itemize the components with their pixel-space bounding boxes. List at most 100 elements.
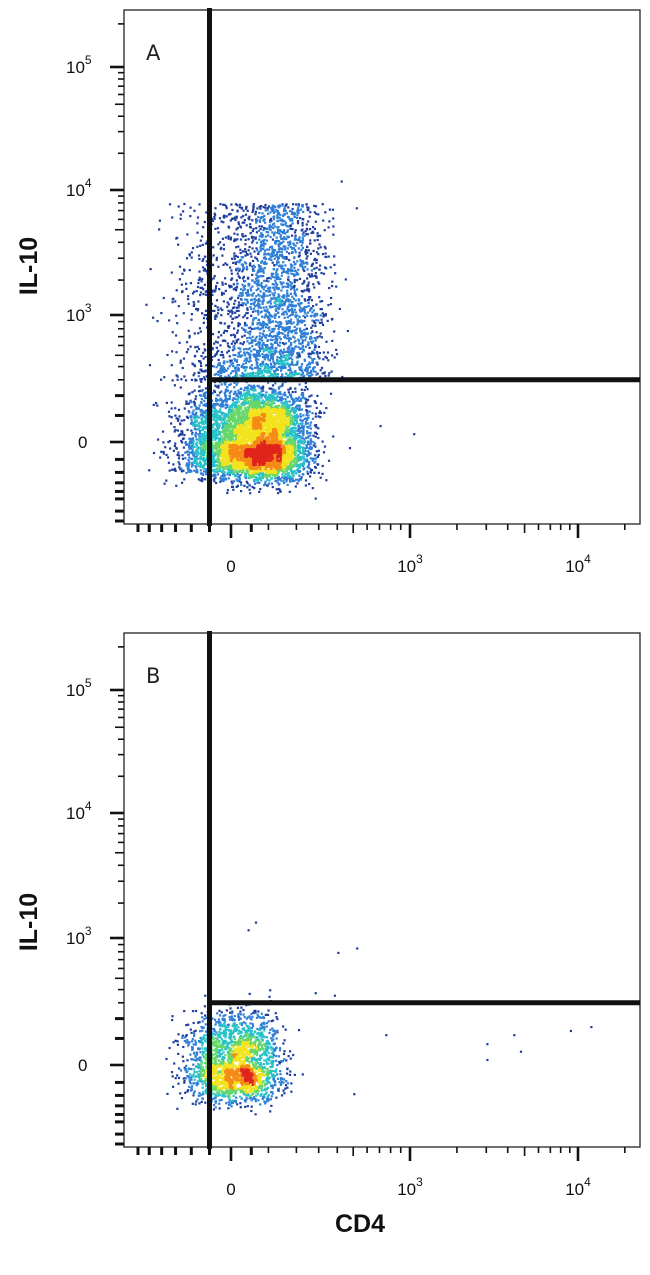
data-point (190, 470, 193, 473)
data-point (183, 419, 186, 422)
data-point (290, 272, 293, 275)
data-point (174, 469, 177, 472)
data-point (236, 472, 239, 476)
data-point (201, 412, 204, 415)
data-point (288, 210, 292, 213)
data-point (219, 344, 222, 347)
data-point (259, 207, 262, 210)
data-point (237, 404, 241, 407)
data-point (268, 228, 271, 231)
data-point (304, 422, 307, 426)
data-point (314, 401, 317, 404)
data-point (159, 456, 162, 459)
data-point (333, 255, 336, 258)
data-point (274, 231, 277, 234)
data-point (266, 287, 269, 290)
data-point (309, 308, 312, 311)
data-point (258, 335, 261, 338)
data-point (318, 411, 321, 415)
data-point (224, 432, 227, 435)
data-point (240, 263, 243, 266)
data-point (280, 282, 283, 285)
data-point (204, 437, 207, 440)
data-point (252, 373, 255, 376)
data-point (217, 384, 220, 387)
data-point (306, 460, 309, 463)
data-point (223, 362, 226, 365)
data-point (191, 462, 194, 465)
data-point (294, 229, 297, 232)
data-point (291, 304, 294, 308)
data-point (235, 309, 238, 312)
data-point (234, 299, 237, 302)
data-point (258, 275, 261, 278)
data-point (278, 356, 281, 359)
data-point (273, 286, 276, 289)
data-point (309, 405, 312, 408)
data-point (243, 359, 246, 362)
data-point (289, 299, 292, 302)
data-point (240, 394, 243, 397)
data-point (277, 399, 280, 402)
data-point (313, 227, 316, 230)
data-point (210, 442, 214, 446)
data-point (253, 475, 256, 478)
data-point (328, 208, 331, 211)
data-point (263, 238, 266, 241)
data-point (273, 225, 276, 228)
data-point (299, 477, 302, 480)
data-point (237, 324, 240, 327)
data-point (181, 457, 185, 460)
data-point (249, 226, 253, 229)
data-point (325, 407, 328, 410)
data-point (279, 235, 282, 238)
data-point (262, 240, 265, 243)
data-point (316, 352, 319, 355)
data-point (236, 267, 239, 270)
data-point (245, 389, 248, 392)
data-point (310, 394, 313, 397)
data-point (321, 323, 325, 326)
data-point (257, 229, 260, 232)
data-point (249, 394, 252, 397)
data-point (278, 232, 281, 235)
data-point (178, 278, 181, 281)
data-point (239, 393, 242, 396)
data-point (258, 343, 261, 346)
data-point (292, 242, 295, 245)
data-point (232, 333, 235, 336)
data-point (223, 216, 226, 219)
data-point (198, 457, 201, 460)
data-point (298, 342, 301, 345)
data-point (262, 206, 265, 209)
data-point (287, 321, 291, 325)
data-point (285, 327, 288, 330)
data-point (296, 422, 299, 425)
data-point (226, 398, 229, 401)
data-point (316, 336, 319, 339)
data-point (235, 306, 238, 309)
data-point (252, 398, 255, 401)
data-point (317, 345, 321, 348)
data-point (250, 396, 253, 399)
data-point (288, 375, 291, 378)
data-point (270, 245, 274, 248)
data-point (291, 352, 294, 355)
data-point (248, 264, 251, 267)
data-point (195, 420, 198, 423)
data-point (200, 429, 203, 432)
data-point (286, 478, 289, 481)
data-point (182, 446, 185, 449)
data-point (281, 308, 284, 311)
data-point (304, 369, 307, 372)
data-point (299, 306, 302, 309)
data-point (252, 384, 256, 387)
data-point (235, 475, 238, 478)
data-point (198, 371, 201, 374)
data-point (200, 451, 203, 454)
data-point (288, 259, 291, 262)
data-point (193, 445, 196, 448)
data-point (309, 356, 312, 359)
data-point (307, 299, 310, 302)
data-point (180, 283, 183, 286)
